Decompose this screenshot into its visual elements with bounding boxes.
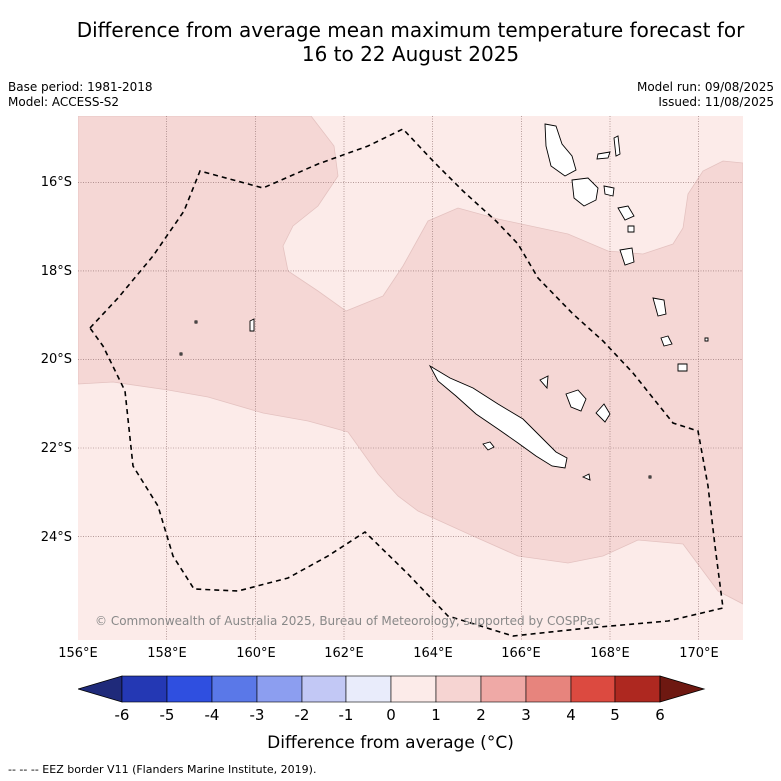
- matthew-island: [627, 225, 635, 233]
- y-tick-label: 24°S: [40, 530, 72, 545]
- issued-date: Issued: 11/08/2025: [658, 95, 774, 109]
- title-line-1: Difference from average mean maximum tem…: [76, 18, 745, 42]
- colorbar-tick-label: -3: [249, 706, 265, 724]
- colorbar-tick-label: -4: [204, 706, 220, 724]
- title-line-2: 16 to 22 August 2025: [301, 42, 520, 66]
- colorbar-tick-label: 3: [521, 706, 531, 724]
- vanuatu-espiritu-santo-island: [544, 123, 577, 177]
- colorbar-swatch: [435, 675, 482, 703]
- colorbar-tick-label: -2: [294, 706, 310, 724]
- colorbar-tick-label: -5: [159, 706, 175, 724]
- colorbar: [78, 675, 706, 703]
- isle-of-pines-island: [482, 441, 495, 451]
- vanuatu-aneityum-island: [660, 335, 673, 347]
- x-tick-label: 168°E: [590, 646, 630, 661]
- colorbar-title-text: Difference from average (: [267, 733, 487, 753]
- graticule: [78, 116, 743, 640]
- meta-right: Model run: 09/08/2025 Issued: 11/08/2025: [637, 80, 774, 110]
- colorbar-extend-high: [659, 675, 706, 703]
- x-tick-label: 162°E: [324, 646, 364, 661]
- colorbar-swatch: [614, 675, 661, 703]
- y-tick-label: 20°S: [40, 352, 72, 367]
- colorbar-title: Difference from average (°C): [0, 733, 781, 753]
- eez-legend-note: -- -- -- EEZ border V11 (Flanders Marine…: [8, 763, 317, 776]
- colorbar-tick-label: -1: [338, 706, 354, 724]
- colorbar-swatch: [525, 675, 572, 703]
- vanuatu-efate-island: [617, 205, 635, 221]
- colorbar-tick-label: 0: [386, 706, 396, 724]
- model-name: Model: ACCESS-S2: [8, 95, 120, 109]
- colorbar-tick-label: 6: [655, 706, 665, 724]
- colorbar-swatch: [390, 675, 437, 703]
- vanuatu-maewo-island: [613, 135, 621, 157]
- colorbar-tick-label: 4: [566, 706, 576, 724]
- colorbar-tick-label: -6: [114, 706, 130, 724]
- colorbar-swatch: [345, 675, 392, 703]
- vanuatu-tanna-island: [652, 297, 667, 317]
- x-tick-label: 160°E: [236, 646, 276, 661]
- colorbar-tick-label: 2: [476, 706, 486, 724]
- map-title: Difference from average mean maximum tem…: [0, 18, 781, 66]
- small-reef-island-5: [648, 475, 652, 479]
- small-reef-island-2: [194, 320, 198, 324]
- colorbar-swatch: [570, 675, 616, 703]
- x-tick-label: 156°E: [58, 646, 98, 661]
- ouvea-island: [539, 375, 549, 390]
- meta-left: Base period: 1981-2018 Model: ACCESS-S2: [8, 80, 153, 110]
- base-period: Base period: 1981-2018: [8, 80, 153, 94]
- lifou-island: [565, 389, 587, 412]
- colorbar-extend-low: [78, 675, 123, 703]
- colorbar-swatch: [480, 675, 527, 703]
- eez-border: [88, 128, 724, 637]
- new-caledonia-island: [428, 364, 568, 469]
- mare-island: [595, 403, 611, 423]
- vanuatu-ambae-island: [596, 151, 611, 160]
- colorbar-title-end: ): [507, 733, 514, 753]
- y-tick-label: 18°S: [40, 264, 72, 279]
- colorbar-swatch: [166, 675, 213, 703]
- vanuatu-erromango-island: [619, 247, 635, 266]
- colorbar-swatch: [256, 675, 303, 703]
- small-reef-island-4: [704, 337, 709, 342]
- x-tick-label: 158°E: [147, 646, 187, 661]
- x-tick-label: 166°E: [501, 646, 541, 661]
- model-run: Model run: 09/08/2025: [636, 80, 774, 94]
- colorbar-tick-label: 5: [610, 706, 620, 724]
- vanuatu-malekula-island: [571, 177, 599, 207]
- small-reef-island-3: [179, 352, 183, 356]
- forecast-map: [78, 116, 743, 640]
- y-tick-label: 22°S: [40, 441, 72, 456]
- vanuatu-epi-island: [603, 185, 615, 197]
- x-tick-label: 164°E: [413, 646, 453, 661]
- copyright-credit: © Commonwealth of Australia 2025, Bureau…: [95, 614, 601, 628]
- loyalty-small-island: [581, 473, 591, 481]
- colorbar-swatch: [301, 675, 347, 703]
- colorbar-unit: °C: [486, 733, 508, 753]
- y-tick-label: 16°S: [40, 175, 72, 190]
- small-reef-island-1: [249, 318, 255, 332]
- colorbar-swatch: [211, 675, 258, 703]
- colorbar-swatch: [121, 675, 168, 703]
- x-tick-label: 170°E: [679, 646, 719, 661]
- hunter-island: [677, 363, 688, 372]
- colorbar-tick-label: 1: [431, 706, 441, 724]
- land-outlines: [179, 123, 709, 481]
